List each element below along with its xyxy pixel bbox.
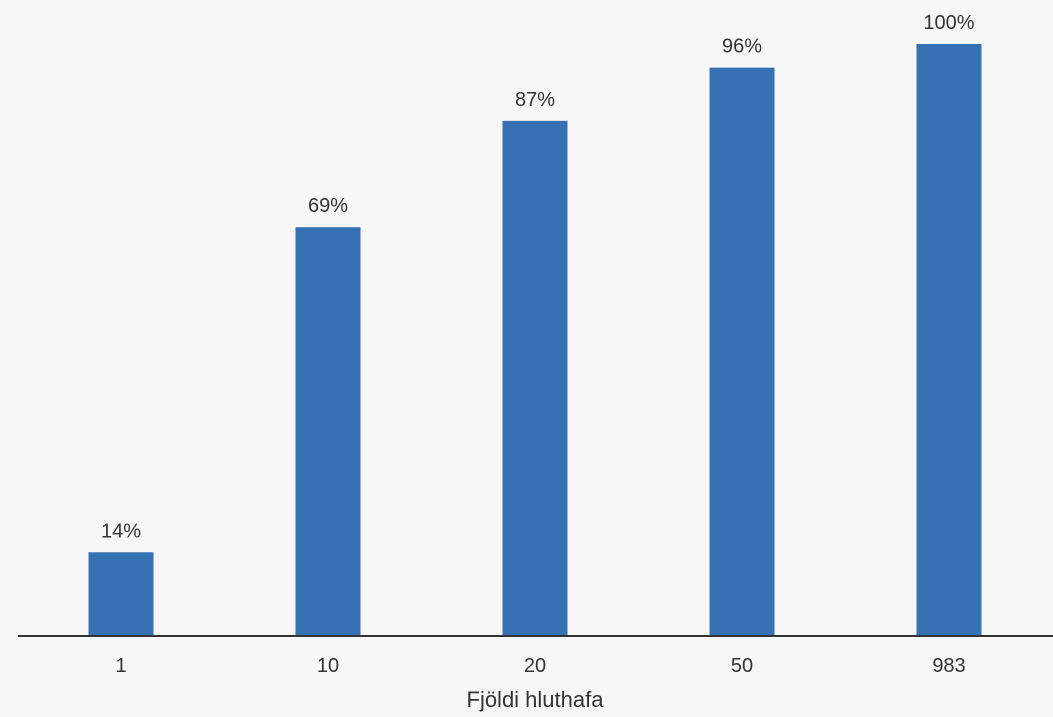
bar-1 bbox=[88, 552, 154, 636]
bar-10 bbox=[295, 227, 361, 636]
x-tick-label-20: 20 bbox=[524, 655, 546, 677]
value-label-1: 14% bbox=[101, 520, 141, 542]
x-tick-label-1: 1 bbox=[115, 655, 126, 677]
value-label-10: 69% bbox=[308, 195, 348, 217]
value-label-50: 96% bbox=[722, 36, 762, 58]
bars-group bbox=[88, 44, 982, 636]
x-tick-label-50: 50 bbox=[731, 655, 753, 677]
bar-50 bbox=[709, 67, 775, 636]
x-tick-label-983: 983 bbox=[932, 655, 965, 677]
x-tick-label-10: 10 bbox=[317, 655, 339, 677]
x-axis-title: Fjöldi hluthafa bbox=[467, 687, 605, 712]
value-labels-group: 14% 69% 87% 96% 100% bbox=[101, 12, 975, 542]
bar-983 bbox=[916, 44, 982, 636]
value-label-983: 100% bbox=[923, 12, 974, 34]
bar-20 bbox=[502, 120, 568, 636]
value-label-20: 87% bbox=[515, 89, 555, 111]
x-tick-labels-group: 1 10 20 50 983 bbox=[115, 655, 965, 677]
